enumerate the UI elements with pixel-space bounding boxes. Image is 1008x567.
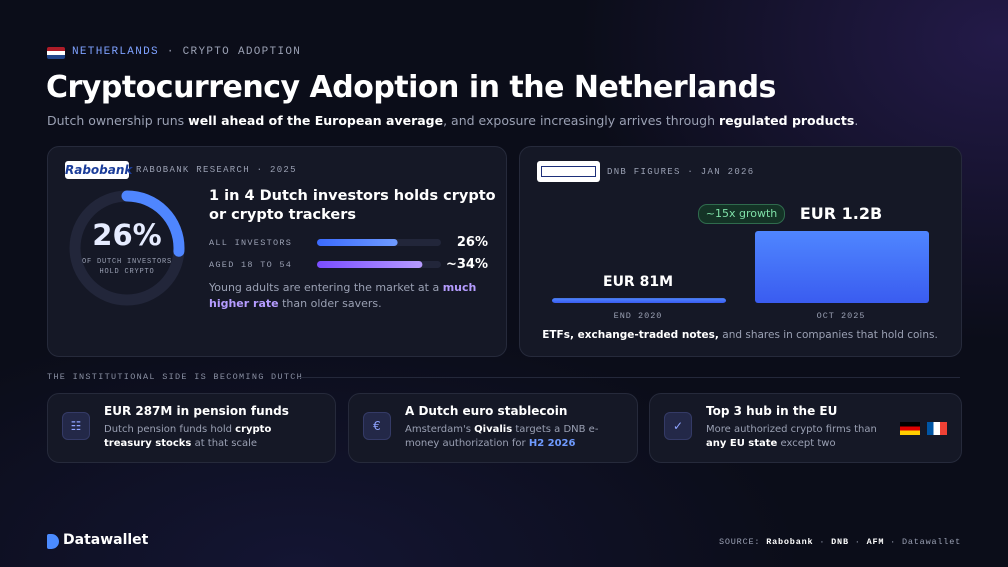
source: ·	[854, 537, 861, 547]
logo: Rabobank	[65, 161, 133, 179]
row-value: ~34%	[445, 257, 488, 272]
dnb-logo	[537, 161, 600, 182]
sources: SOURCE: Rabobank · DNB · AFM · Datawalle…	[719, 537, 961, 547]
bar-value: EUR 81M	[603, 274, 673, 290]
source: DNB FIGURES · JAN 2026	[607, 167, 755, 177]
source: ·	[890, 537, 897, 547]
fact-title: Top 3 hub in the EU	[706, 404, 838, 418]
source-text: Datawallet	[901, 537, 961, 547]
row-label: ALL INVESTORS	[209, 238, 293, 248]
text: , and exposure increasingly arrives thro…	[443, 113, 719, 128]
fact-title: A Dutch euro stablecoin	[405, 404, 568, 418]
fact-text: Amsterdam's Qivalis targets a DNB e-mone…	[405, 423, 615, 451]
subtitle: Dutch ownership runs well ahead of the E…	[47, 113, 858, 128]
fact-card: ✓ Top 3 hub in the EU More authorized cryp…	[649, 393, 962, 463]
emphasis: well ahead of the European average	[188, 113, 444, 128]
bar-value: EUR 1.2B	[800, 204, 882, 223]
ring-caption: OF DUTCH INVESTORS HOLD CRYPTO	[82, 258, 173, 276]
bar-label: OCT 2025	[817, 311, 866, 321]
brand: Datawallet	[63, 532, 149, 548]
bar	[755, 231, 929, 303]
source: ·	[819, 537, 826, 547]
emphasis: ETFs, exchange-traded notes,	[542, 329, 719, 341]
source-text: SOURCE:	[718, 537, 761, 547]
text: Young adults are entering the market at …	[209, 281, 443, 294]
emphasis: Qivalis	[474, 424, 513, 435]
icon: €	[363, 412, 391, 440]
source: RABOBANK RESEARCH · 2025	[136, 165, 297, 175]
source: AFM	[866, 537, 885, 547]
source: Rabobank	[766, 537, 814, 547]
row-label: AGED 18 TO 54	[209, 260, 293, 270]
text: and shares in companies that hold coins.	[718, 329, 938, 341]
icon: ☷	[62, 412, 90, 440]
fact-text: Dutch pension funds hold crypto treasury…	[104, 423, 314, 451]
text: More authorized crypto firms than	[706, 424, 877, 435]
tag: NETHERLANDS · CRYPTO ADOPTION	[72, 46, 301, 58]
divider	[300, 377, 960, 378]
note: Young adults are entering the market at …	[209, 280, 494, 312]
text: Dutch pension funds hold	[104, 424, 236, 435]
fact-card: ☷ EUR 287M in pension funds Dutch pension …	[47, 393, 336, 463]
caption: ETFs, exchange-traded notes, and shares …	[520, 329, 960, 341]
separator: ·	[166, 46, 175, 58]
progress-bar	[317, 239, 398, 246]
emphasis: any EU state	[706, 438, 778, 449]
icon: ✓	[664, 412, 692, 440]
ring-arc	[69, 190, 185, 306]
fact-title: EUR 287M in pension funds	[104, 404, 289, 418]
emphasis: crypto treasury stocks	[104, 424, 272, 449]
title: Cryptocurrency Adoption in the Netherlan…	[46, 70, 776, 105]
fact-card: € A Dutch euro stablecoin Amsterdam's Qiva…	[348, 393, 638, 463]
emphasis: much higher rate	[209, 281, 477, 310]
emphasis: H2 2026	[528, 438, 576, 449]
section-label: THE INSTITUTIONAL SIDE IS BECOMING DUTCH	[47, 372, 304, 382]
badge: ~15x growth	[698, 204, 785, 224]
bar-label: END 2020	[614, 311, 663, 321]
flag	[900, 422, 920, 435]
text: than older savers.	[278, 297, 382, 310]
flag	[927, 422, 947, 435]
brand-icon	[47, 534, 59, 549]
flag	[47, 47, 65, 59]
fact-text: More authorized crypto firms than any EU…	[706, 423, 896, 451]
bar	[552, 298, 726, 303]
source: DNB	[831, 537, 849, 547]
emphasis: regulated products	[718, 113, 855, 128]
text: .	[854, 113, 859, 128]
row-value: 26%	[456, 235, 488, 250]
text: except two	[777, 438, 836, 449]
progress-bar	[317, 261, 423, 268]
research-card	[47, 146, 507, 357]
text: Dutch ownership runs	[47, 113, 189, 128]
text: Amsterdam's	[405, 424, 475, 435]
text: at that scale	[191, 438, 258, 449]
headline: 1 in 4 Dutch investors holds crypto or c…	[209, 188, 496, 223]
topic: CRYPTO ADOPTION	[182, 46, 302, 58]
country: NETHERLANDS	[72, 46, 159, 58]
ring-label: 26%	[92, 218, 162, 252]
text: targets a DNB e-money authorization for	[405, 424, 599, 449]
